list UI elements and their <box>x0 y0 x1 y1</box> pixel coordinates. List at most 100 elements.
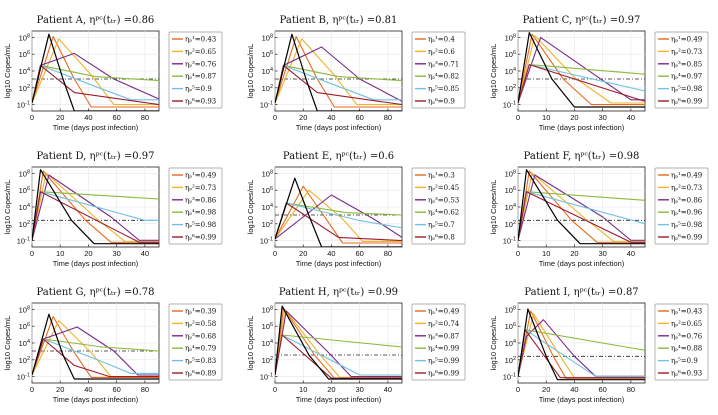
y-axis-label: log10 Copes/mL <box>3 44 12 99</box>
y-tick-label: 104 <box>19 67 30 76</box>
x-tick-label: 60 <box>112 113 120 122</box>
y-tick-label: 102 <box>19 220 30 229</box>
x-tick-label: 30 <box>355 385 363 394</box>
y-tick-label: 108 <box>505 169 516 178</box>
series-line-1 <box>32 316 159 378</box>
x-tick-label: 40 <box>141 249 149 258</box>
series-group <box>275 177 402 247</box>
series-line-2 <box>32 172 159 243</box>
legend-label: ηₚ⁶=0.99 <box>428 370 459 378</box>
series-line-baseline <box>275 177 402 247</box>
series-line-3 <box>275 310 402 378</box>
series-line-6 <box>518 191 645 243</box>
x-tick-label: 20 <box>299 113 307 122</box>
y-tick-label: 10-1 <box>260 237 273 246</box>
chart-title: Patient B, ηᵖᶜ(tₜᵣ) =0.81 <box>280 15 398 26</box>
x-tick-label: 0 <box>273 249 277 258</box>
x-tick-label: 60 <box>355 249 363 258</box>
legend-label: ηₚ³=0.85 <box>671 60 702 68</box>
y-tick-label: 108 <box>262 169 273 178</box>
legend-label: ηₚ⁶=0.93 <box>671 370 702 378</box>
legend-label: ηₚ⁵=0.98 <box>671 85 702 93</box>
legend-label: ηₚ⁶=0.93 <box>185 98 216 106</box>
y-tick-label: 108 <box>262 33 273 42</box>
y-tick-label: 102 <box>505 84 516 93</box>
series-line-1 <box>518 33 645 106</box>
series-group <box>32 169 159 245</box>
legend-label: ηₚ⁵=0.83 <box>185 357 216 365</box>
x-tick-label: 40 <box>384 385 392 394</box>
legend-label: ηₚ⁶=0.99 <box>671 234 702 242</box>
y-tick-label: 106 <box>505 186 516 195</box>
x-tick-label: 0 <box>273 113 277 122</box>
x-tick-label: 0 <box>516 249 520 258</box>
y-tick-label: 102 <box>19 84 30 93</box>
x-tick-label: 80 <box>141 385 149 394</box>
legend-label: ηₚ¹=0.39 <box>185 308 216 316</box>
y-tick-label: 102 <box>262 84 273 93</box>
x-tick-label: 20 <box>56 385 64 394</box>
y-tick-label: 104 <box>262 203 273 212</box>
legend-label: ηₚ³=0.86 <box>185 196 217 204</box>
chart-title: Patient D, ηᵖᶜ(tₜᵣ) =0.97 <box>36 151 154 162</box>
legend-label: ηₚ⁶=0.99 <box>671 98 702 106</box>
series-line-1 <box>32 36 159 108</box>
x-tick-label: 80 <box>384 113 392 122</box>
legend-label: ηₚ⁶=0.8 <box>428 234 455 242</box>
legend-label: ηₚ¹=0.4 <box>428 36 455 44</box>
x-tick-label: 0 <box>30 249 34 258</box>
y-tick-label: 104 <box>19 339 30 348</box>
chart-title: Patient F, ηᵖᶜ(tₜᵣ) =0.98 <box>524 151 640 162</box>
y-tick-label: 102 <box>262 220 273 229</box>
series-line-2 <box>32 38 159 106</box>
x-tick-label: 10 <box>299 385 307 394</box>
x-axis-label: Time (days post infection) <box>296 259 382 268</box>
y-tick-label: 106 <box>19 50 30 59</box>
series-group <box>275 305 402 380</box>
x-tick-label: 80 <box>627 385 635 394</box>
legend-label: ηₚ⁵=0.9 <box>671 357 698 365</box>
legend-label: ηₚ⁴=0.99 <box>428 345 459 353</box>
series-line-6 <box>518 64 645 104</box>
series-line-2 <box>518 172 645 243</box>
series-line-baseline <box>518 169 645 245</box>
x-tick-label: 40 <box>627 249 635 258</box>
series-line-baseline <box>275 305 402 380</box>
x-axis-label: Time (days post infection) <box>296 395 382 404</box>
legend-label: ηₚ²=0.73 <box>185 184 216 192</box>
x-tick-label: 0 <box>30 113 34 122</box>
y-tick-label: 104 <box>262 67 273 76</box>
x-tick-label: 40 <box>570 385 578 394</box>
chart-panel-a: Patient A, ηᵖᶜ(tₜᵣ) =0.86 0 20 40 60 80 108 106… <box>3 15 223 132</box>
y-tick-label: 10-1 <box>503 101 516 110</box>
legend-label: ηₚ⁵=0.99 <box>428 357 459 365</box>
y-tick-label: 108 <box>19 169 30 178</box>
x-axis-label: Time (days post infection) <box>539 259 625 268</box>
legend-label: ηₚ¹=0.43 <box>185 36 216 44</box>
chart-panel-c: Patient C, ηᵖᶜ(tₜᵣ) =0.97 0 10 20 30 40 108 106… <box>489 15 709 132</box>
y-tick-label: 104 <box>505 67 516 76</box>
x-tick-label: 60 <box>112 385 120 394</box>
y-tick-label: 106 <box>505 322 516 331</box>
y-axis-label: log10 Copes/mL <box>489 44 498 99</box>
series-line-baseline <box>32 313 159 380</box>
x-tick-label: 20 <box>56 113 64 122</box>
chart-title: Patient C, ηᵖᶜ(tₜᵣ) =0.97 <box>523 15 641 26</box>
chart-panel-e: Patient E, ηᵖᶜ(tₜᵣ) =0.6 0 20 40 60 80 108 106 1… <box>246 151 466 268</box>
legend-label: ηₚ²=0.74 <box>428 320 460 328</box>
y-tick-label: 108 <box>19 33 30 42</box>
y-tick-label: 10-1 <box>503 237 516 246</box>
legend-label: ηₚ³=0.76 <box>671 332 703 340</box>
legend-label: ηₚ⁴=0.98 <box>185 209 216 217</box>
y-tick-label: 10-1 <box>260 101 273 110</box>
y-tick-label: 10-1 <box>503 373 516 382</box>
x-tick-label: 20 <box>570 249 578 258</box>
legend-label: ηₚ²=0.58 <box>185 320 216 328</box>
chart-panel-h: Patient H, ηᵖᶜ(tₜᵣ) =0.99 0 10 20 30 40 108 106… <box>246 287 466 404</box>
chart-panel-f: Patient F, ηᵖᶜ(tₜᵣ) =0.98 0 10 20 30 40 108 106… <box>489 151 709 268</box>
legend-label: ηₚ³=0.68 <box>185 332 216 340</box>
legend-label: ηₚ²=0.6 <box>428 48 455 56</box>
y-tick-label: 108 <box>505 305 516 314</box>
y-axis-label: log10 Copes/mL <box>246 180 255 235</box>
y-axis-label: log10 Copes/mL <box>489 180 498 235</box>
